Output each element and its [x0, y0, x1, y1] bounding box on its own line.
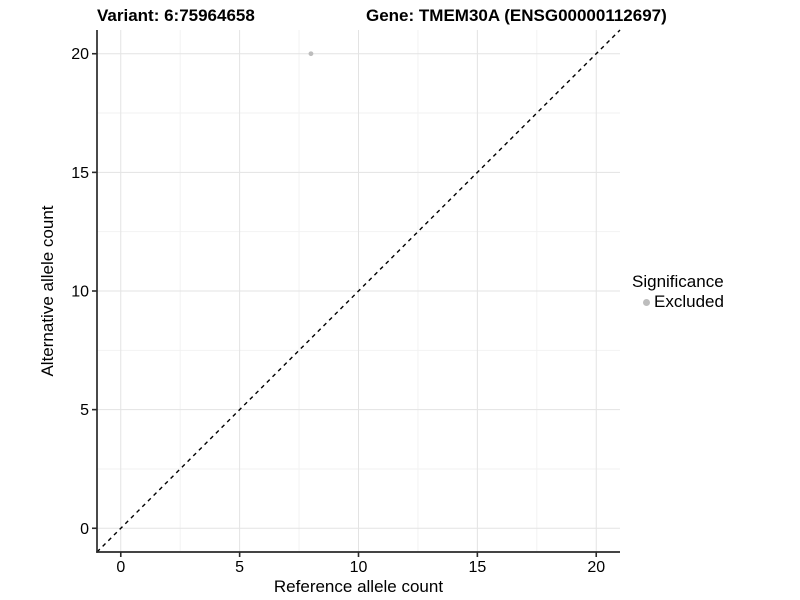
legend: Significance Excluded: [632, 272, 724, 312]
legend-circle-marker-icon: [643, 298, 650, 306]
x-tick-label: 20: [587, 559, 605, 576]
y-axis-title: Alternative allele count: [38, 205, 57, 377]
x-axis-title: Reference allele count: [273, 577, 444, 596]
legend-item-label: Excluded: [654, 292, 724, 311]
plot-title-gene: Gene: TMEM30A (ENSG00000112697): [366, 6, 667, 25]
x-tick-label: 15: [468, 559, 486, 576]
y-tick-label: 15: [71, 165, 89, 182]
legend-item-excluded: Excluded: [632, 292, 724, 312]
y-tick-label: 10: [71, 284, 89, 301]
plot-title-variant: Variant: 6:75964658: [97, 6, 255, 25]
legend-title: Significance: [632, 272, 724, 291]
identity-reference-line: [96, 29, 621, 553]
x-tick-label: 5: [235, 559, 244, 576]
x-tick-label: 10: [350, 559, 368, 576]
y-tick-label: 0: [80, 521, 89, 538]
y-tick-label: 20: [71, 46, 89, 63]
y-tick-label: 5: [80, 402, 89, 419]
x-tick-label: 0: [116, 559, 125, 576]
data-point: [308, 51, 314, 57]
